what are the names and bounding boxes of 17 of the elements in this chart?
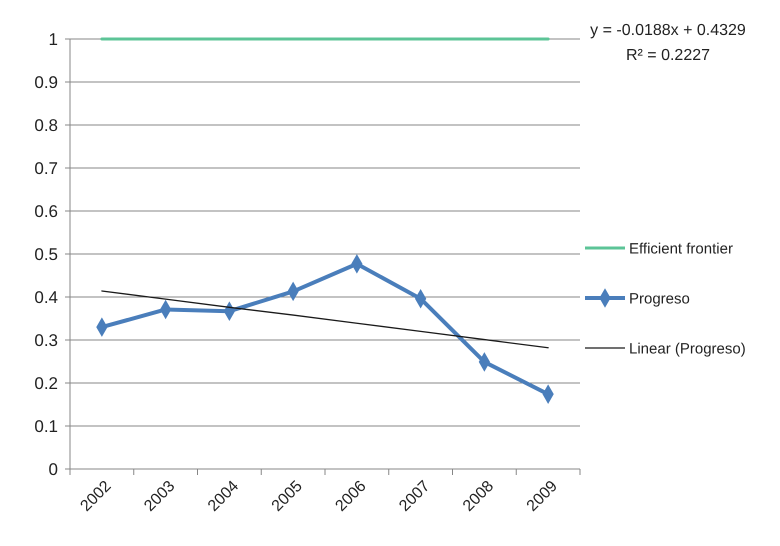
y-tick-label: 0.4 <box>34 288 58 307</box>
y-tick-label: 0.8 <box>34 116 58 135</box>
legend-label: Progreso <box>629 290 690 308</box>
y-tick-label: 0.1 <box>34 416 58 436</box>
text: y = -0.0188x + 0.4329 <box>590 22 746 39</box>
text: R² = 0.2227 <box>626 47 710 64</box>
y-tick-label: 0.2 <box>34 374 58 393</box>
line-series <box>101 290 549 348</box>
y-tick-label: 0.9 <box>34 72 58 92</box>
y-tick-label: 0.6 <box>34 202 58 221</box>
y-tick-label: 0.3 <box>34 330 58 350</box>
y-tick-label: 0.5 <box>34 244 58 264</box>
y-tick-label: 1 <box>48 30 58 49</box>
legend-label: Efficient frontier <box>629 240 733 258</box>
legend-label: Linear (Progreso) <box>629 340 746 358</box>
y-tick-label: 0.7 <box>34 158 58 178</box>
y-tick-label: 0 <box>48 460 58 479</box>
